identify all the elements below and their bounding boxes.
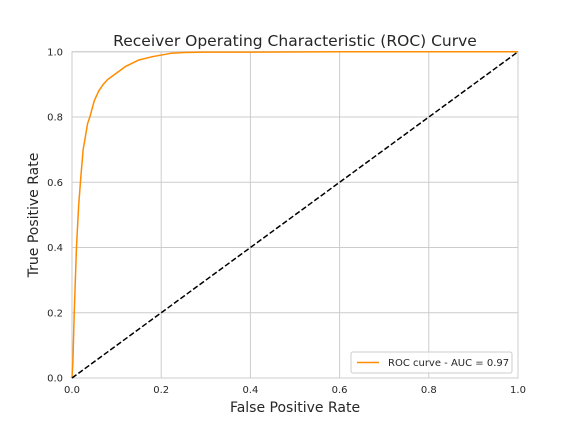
chance-diagonal-line bbox=[71, 51, 519, 379]
x-axis-label: False Positive Rate bbox=[230, 400, 360, 416]
y-tick-label: 0.2 bbox=[47, 308, 63, 319]
y-tick-label: 1.0 bbox=[47, 47, 63, 58]
series-lines bbox=[71, 51, 519, 379]
chart-title: Receiver Operating Characteristic (ROC) … bbox=[113, 32, 477, 50]
roc-curve-line bbox=[71, 51, 518, 379]
x-tick-label: 0.2 bbox=[153, 385, 169, 396]
legend: ROC curve - AUC = 0.97 bbox=[350, 351, 513, 374]
y-tick-label: 0.4 bbox=[47, 243, 63, 254]
x-tick-label: 0.6 bbox=[332, 385, 348, 396]
legend-box bbox=[350, 351, 513, 374]
legend-label: ROC curve - AUC = 0.97 bbox=[388, 358, 509, 369]
x-tick-label: 0.0 bbox=[64, 385, 80, 396]
x-tick-label: 0.4 bbox=[242, 385, 258, 396]
y-tick-label: 0.6 bbox=[47, 178, 63, 189]
x-tick-labels: 0.0 0.2 0.4 0.6 0.8 1.0 bbox=[64, 385, 526, 396]
y-tick-label: 0.8 bbox=[47, 113, 63, 124]
y-tick-label: 0.0 bbox=[47, 374, 63, 385]
x-tick-label: 0.8 bbox=[421, 385, 437, 396]
y-tick-labels: 0.0 0.2 0.4 0.6 0.8 1.0 bbox=[47, 47, 63, 384]
y-axis-label: True Positive Rate bbox=[26, 153, 42, 279]
x-tick-label: 1.0 bbox=[510, 385, 526, 396]
